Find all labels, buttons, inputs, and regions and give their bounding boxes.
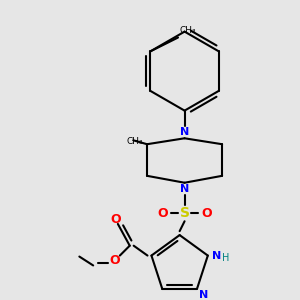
Text: N: N [180, 128, 189, 137]
Text: O: O [158, 207, 168, 220]
Text: O: O [201, 207, 211, 220]
Text: O: O [111, 212, 121, 226]
Text: CH₃: CH₃ [180, 26, 196, 34]
Text: N: N [199, 290, 208, 300]
Text: S: S [180, 206, 190, 220]
Text: N: N [180, 184, 189, 194]
Text: O: O [110, 254, 120, 267]
Text: H: H [222, 253, 229, 262]
Text: CH₃: CH₃ [127, 137, 143, 146]
Text: N: N [212, 250, 221, 261]
